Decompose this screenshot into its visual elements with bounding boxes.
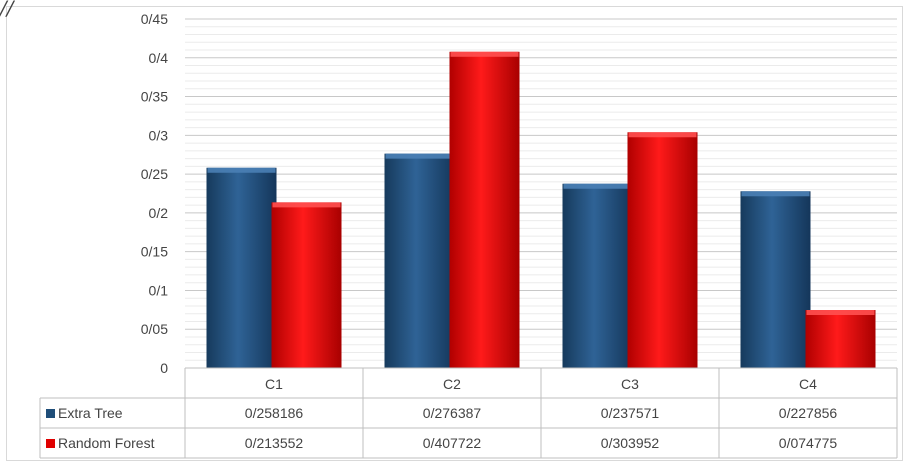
bar-cap <box>741 191 810 197</box>
legend-label: Random Forest <box>58 435 155 451</box>
bar-extra-tree-c3 <box>562 183 633 368</box>
bar-extra-tree-c2 <box>384 153 455 368</box>
bar-extra-tree-c4 <box>740 191 811 368</box>
data-value-label: 0/237571 <box>601 405 660 421</box>
y-tick-label: 0/25 <box>141 166 168 182</box>
bar-cap <box>385 153 454 159</box>
legend-key <box>46 439 55 448</box>
data-table: C1 C2 C3 C4 Extra Tree 0/258186 0/276387 0/2375… <box>39 367 898 459</box>
y-tick-label: 0/35 <box>141 89 168 105</box>
category-label: C4 <box>799 376 817 392</box>
bar-random-forest-c3 <box>627 132 698 368</box>
y-axis-ticks: 0 0/05 0/1 0/15 0/2 0/25 0/3 0/35 0/4 0/45 <box>141 11 168 376</box>
bar-random-forest-c2 <box>449 51 520 368</box>
y-tick-label: 0 <box>160 360 168 376</box>
bar-random-forest-c1 <box>271 202 342 368</box>
category-label: C2 <box>443 376 461 392</box>
data-value-label: 0/227856 <box>779 405 838 421</box>
data-value-label: 0/213552 <box>245 435 304 451</box>
legend-key <box>46 409 55 418</box>
bars <box>206 51 876 368</box>
data-value-label: 0/276387 <box>423 405 482 421</box>
decorative-mark: // <box>0 0 14 20</box>
legend-label: Extra Tree <box>58 405 123 421</box>
data-value-label: 0/303952 <box>601 435 660 451</box>
bar-random-forest-c4 <box>805 310 876 368</box>
y-tick-label: 0/3 <box>149 127 169 143</box>
y-tick-label: 0/45 <box>141 11 168 27</box>
bar-cap <box>207 167 276 173</box>
bar-cap <box>628 132 697 138</box>
y-tick-label: 0/4 <box>149 50 169 66</box>
data-value-label: 0/407722 <box>423 435 482 451</box>
category-label: C3 <box>621 376 639 392</box>
bar-cap <box>450 51 519 57</box>
data-value-label: 0/074775 <box>779 435 838 451</box>
bar-cap <box>272 202 341 208</box>
y-tick-label: 0/05 <box>141 321 168 337</box>
y-tick-label: 0/15 <box>141 244 168 260</box>
y-tick-label: 0/1 <box>149 282 169 298</box>
bar-extra-tree-c1 <box>206 167 277 368</box>
data-value-label: 0/258186 <box>245 405 304 421</box>
bar-cap <box>563 183 632 189</box>
bar-cap <box>806 310 875 316</box>
category-label: C1 <box>265 376 283 392</box>
y-tick-label: 0/2 <box>149 205 169 221</box>
